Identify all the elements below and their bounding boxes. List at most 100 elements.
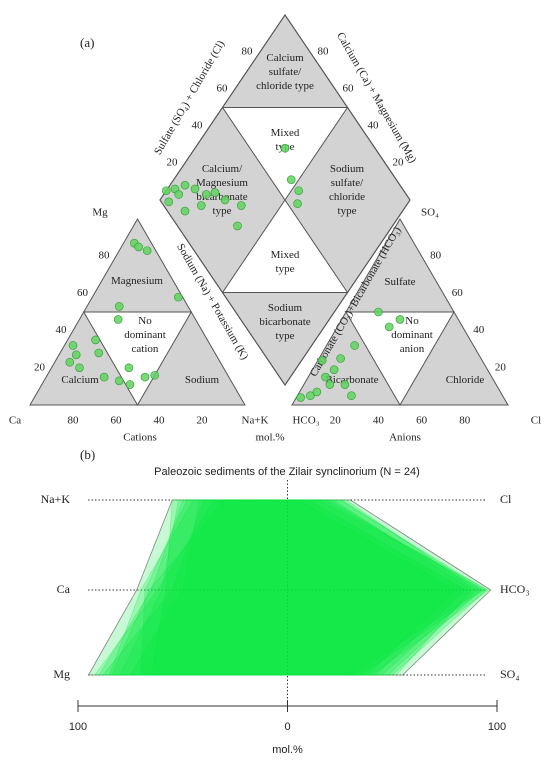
data-point	[180, 206, 190, 216]
data-point	[65, 357, 75, 367]
data-point	[174, 190, 184, 199]
tick-label: 60	[416, 415, 428, 427]
tick-label: 80	[99, 250, 111, 262]
region-label-line: Sodium	[330, 163, 365, 175]
sample-polygon	[119, 499, 477, 676]
anion-label: SO₄	[500, 667, 520, 681]
region-label: No dominant anion	[391, 315, 433, 355]
data-point	[196, 201, 206, 210]
tick-label: 20	[393, 157, 405, 169]
tick-label: 80	[68, 415, 80, 427]
data-point	[180, 180, 190, 190]
data-point	[99, 372, 109, 382]
center-region	[345, 311, 455, 406]
tick-label: 40	[56, 324, 68, 336]
sample-polygon	[87, 499, 492, 676]
vertex-label: Na+K	[242, 415, 269, 427]
region-label-line: Calcium	[266, 52, 304, 64]
region-label: Chloride	[446, 374, 485, 386]
data-point	[286, 175, 296, 184]
tick-label: 40	[373, 415, 385, 427]
data-point	[124, 363, 134, 373]
panel-label: (a)	[80, 35, 94, 50]
data-point	[114, 302, 124, 311]
data-point	[125, 380, 135, 389]
data-point	[321, 372, 330, 382]
data-point	[210, 188, 220, 197]
sample-polygon	[110, 499, 484, 676]
sample-polygon	[129, 499, 467, 676]
data-point	[317, 356, 327, 365]
region-label-line: Magnesium	[196, 177, 248, 189]
region-label-line: type	[213, 205, 232, 217]
data-point	[347, 391, 356, 401]
tick-label: 60	[452, 287, 464, 299]
data-point	[306, 391, 315, 401]
data-point	[325, 380, 335, 389]
anion-label: Cl	[500, 492, 512, 506]
sample-polygon	[102, 499, 490, 676]
axis-label: mol.%	[255, 432, 284, 444]
x-tick-label: 0	[284, 721, 290, 733]
x-tick-label: 100	[488, 721, 506, 733]
tick-label: 20	[495, 361, 507, 373]
tick-label: 40	[154, 415, 166, 427]
data-point	[164, 197, 174, 207]
region-label-line: Calcium/	[202, 163, 243, 175]
data-point	[384, 322, 394, 332]
x-tick-label: 100	[69, 721, 87, 733]
region-label: Calcium	[61, 374, 99, 386]
region-label: Sulfate	[384, 276, 415, 288]
vertex-label: HCO₃	[292, 415, 319, 427]
region-label-line: No	[138, 315, 152, 327]
data-point	[114, 376, 124, 386]
tick-label: 80	[318, 46, 330, 58]
data-point	[142, 246, 152, 255]
data-point	[140, 372, 150, 382]
region-label-line: type	[276, 263, 295, 275]
region-label-line: chloride type	[256, 80, 314, 92]
data-point	[94, 348, 104, 358]
sample-polygon	[150, 499, 456, 676]
sample-polygon	[140, 499, 473, 676]
region-label-line: Bicarbonate	[325, 374, 378, 386]
vertex-label: Cl	[531, 415, 541, 427]
tick-label: 60	[77, 287, 89, 299]
data-point	[113, 315, 123, 324]
axis-label: Cations	[123, 432, 157, 444]
vertex-label: Mg	[92, 207, 108, 219]
region-label: Sodium bicarbonate type	[259, 302, 310, 342]
data-point	[374, 307, 383, 317]
cation-label: Ca	[57, 582, 71, 596]
data-point	[220, 195, 230, 205]
data-point	[233, 221, 242, 231]
data-point	[174, 292, 183, 302]
region-label-line: cation	[132, 343, 159, 355]
data-point	[75, 363, 84, 373]
region-label-line: sulfate/	[331, 177, 364, 189]
data-point	[161, 186, 171, 196]
region-label-line: dominant	[391, 329, 433, 341]
region-label-line: Calcium	[61, 374, 99, 386]
region-label-line: Sodium	[185, 374, 220, 386]
data-point	[395, 315, 405, 324]
tick-label: 20	[34, 361, 46, 373]
tick-label: 40	[473, 324, 485, 336]
tick-label: 80	[242, 46, 254, 58]
data-point	[150, 370, 159, 380]
data-point	[296, 393, 305, 402]
cation-label: Na+K	[41, 492, 71, 506]
region-label: Sodium	[185, 374, 220, 386]
tick-label: 60	[217, 83, 229, 95]
data-point	[336, 354, 345, 363]
tick-label: 20	[197, 415, 209, 427]
region-label-line: bicarbonate	[259, 316, 310, 328]
region-label-line: Sodium	[268, 302, 303, 314]
region-label-line: Sulfate	[384, 276, 415, 288]
data-point	[312, 387, 322, 397]
data-point	[294, 186, 304, 196]
region-label: Sodium sulfate/chloride type	[329, 163, 365, 217]
sample-polygon	[93, 499, 486, 676]
anion-label: HCO₃	[500, 582, 530, 596]
